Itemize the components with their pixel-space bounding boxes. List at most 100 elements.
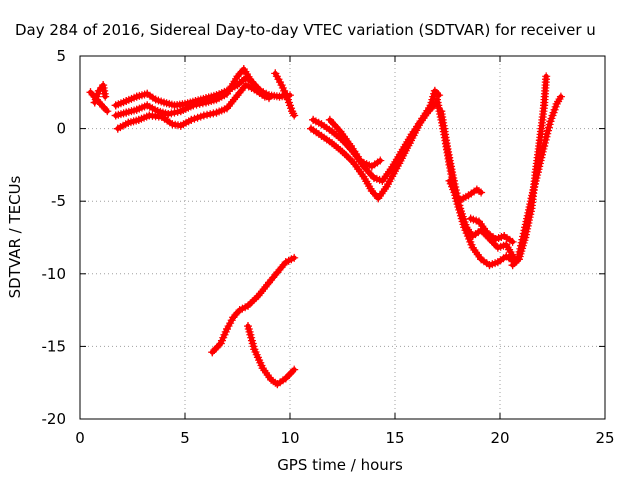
data-point (290, 111, 299, 120)
data-point (271, 69, 280, 78)
data-series-4 (113, 81, 269, 133)
data-point (317, 131, 326, 140)
data-point (111, 101, 120, 110)
data-point (99, 102, 108, 111)
data-point (113, 124, 122, 133)
data-point (508, 261, 517, 270)
data-point (187, 115, 196, 124)
data-point (189, 101, 198, 110)
data-point (349, 157, 357, 166)
data-point (229, 313, 238, 322)
data-series-14 (466, 214, 517, 246)
x-tick-label: 25 (595, 429, 614, 447)
data-point (443, 144, 452, 153)
data-series-10 (325, 115, 385, 171)
data-point (493, 258, 502, 267)
data-point (367, 162, 376, 171)
data-point (216, 339, 225, 348)
data-point (552, 99, 561, 108)
data-point (281, 374, 290, 383)
data-point (542, 72, 551, 81)
x-axis-label: GPS time / hours (277, 456, 403, 474)
data-point (546, 117, 555, 126)
data-series-5 (271, 69, 299, 120)
data-point (491, 234, 500, 243)
data-point (374, 194, 383, 203)
data-point (223, 104, 231, 113)
data-point (94, 86, 103, 95)
data-point (475, 217, 483, 226)
data-series-15 (508, 72, 551, 270)
data-point (99, 81, 108, 90)
x-tick-label: 0 (75, 429, 85, 447)
data-point (445, 176, 454, 185)
data-point (202, 98, 210, 107)
data-series-9 (307, 98, 441, 203)
data-point (405, 139, 414, 148)
data-point (424, 107, 433, 116)
data-point (244, 301, 252, 310)
data-point (336, 127, 345, 136)
data-point (157, 112, 166, 121)
data-point (164, 110, 173, 119)
chart-title: Day 284 of 2016, Sidereal Day-to-day VTE… (15, 21, 596, 39)
data-point (464, 191, 473, 200)
data-point (477, 255, 486, 264)
data-point (508, 237, 517, 246)
data-point (456, 204, 465, 213)
data-point (134, 115, 143, 124)
data-point (132, 92, 141, 101)
data-point (160, 98, 168, 107)
data-series-1 (90, 81, 110, 107)
data-point (265, 278, 273, 287)
data-point (258, 364, 267, 373)
data-point (143, 89, 152, 98)
data-point (111, 111, 120, 120)
data-point (273, 380, 282, 389)
data-point (122, 97, 131, 106)
data-point (212, 95, 221, 104)
data-point (416, 118, 425, 127)
data-point (86, 88, 95, 97)
data-point (124, 118, 133, 127)
data-point (199, 111, 208, 120)
data-point (212, 108, 221, 117)
data-point (254, 291, 263, 300)
data-point (328, 139, 336, 148)
data-point (540, 142, 549, 151)
y-tick-label: 5 (56, 47, 66, 65)
data-point (395, 159, 404, 168)
data-series-7 (244, 322, 299, 389)
series-trace (510, 73, 549, 268)
data-point (521, 223, 530, 232)
data-point (477, 188, 486, 197)
x-tick-label: 20 (490, 429, 509, 447)
data-series-3 (111, 65, 273, 120)
data-point (290, 365, 299, 374)
data-point (468, 232, 477, 241)
data-point (370, 173, 378, 182)
data-point (514, 250, 523, 259)
data-point (101, 92, 110, 101)
x-tick-label: 10 (280, 429, 299, 447)
data-point (235, 306, 244, 315)
data-point (468, 243, 477, 252)
data-point (250, 345, 259, 354)
data-point (493, 243, 502, 252)
data-point (288, 107, 297, 116)
data-point (437, 107, 446, 116)
grid (80, 56, 605, 419)
data-point (250, 85, 259, 94)
x-tick-labels: 0 5 10 15 20 25 (75, 429, 614, 447)
y-tick-label: -15 (42, 337, 67, 355)
data-point (132, 105, 141, 114)
data-point (145, 111, 154, 120)
data-point (151, 95, 160, 104)
data-series-12 (437, 107, 519, 264)
data-point (281, 258, 290, 267)
data-point (153, 107, 162, 116)
data-point (533, 168, 542, 177)
data-point (430, 86, 439, 95)
y-tick-label: -10 (42, 265, 67, 283)
